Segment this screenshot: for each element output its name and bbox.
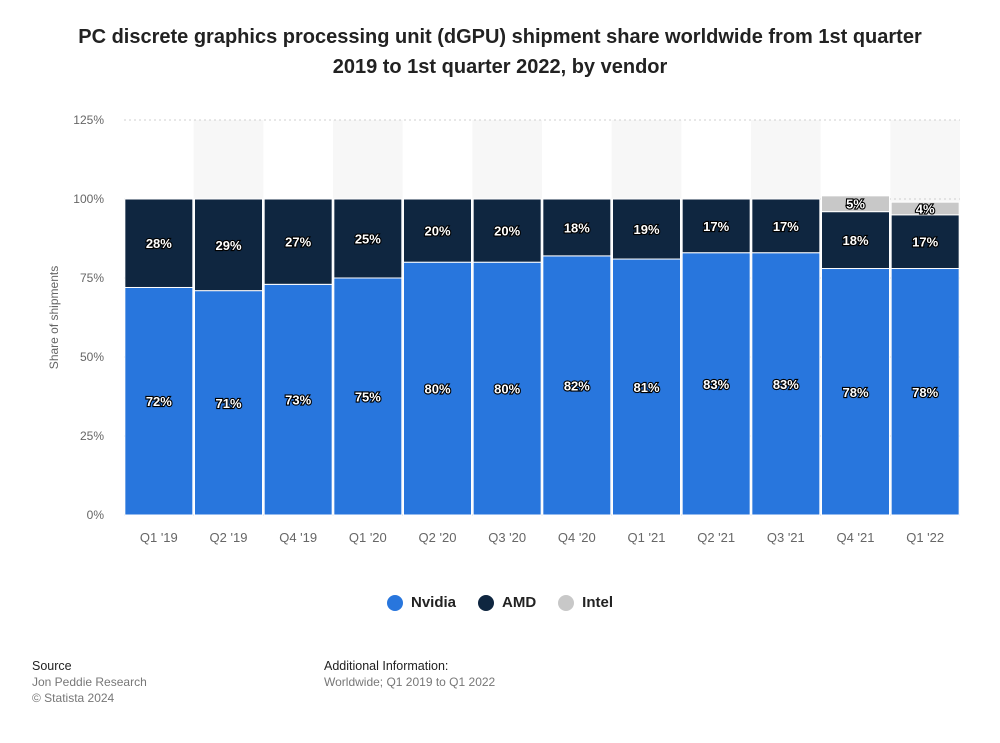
legend-swatch-amd [478,594,494,611]
data-label-nvidia: 83% [703,377,729,392]
legend-item-amd[interactable]: AMD [478,594,536,611]
y-axis-label: Share of shipments [47,266,61,369]
legend-label-amd: AMD [502,594,537,611]
data-label-amd: 20% [494,224,520,239]
legend-label-intel: Intel [582,594,614,611]
y-tick-label: 25% [80,429,104,443]
data-label-amd: 20% [424,224,450,239]
bar-amd[interactable] [890,214,960,270]
y-tick-label: 100% [73,192,104,206]
bar-nvidia[interactable] [263,283,333,516]
x-tick-label: Q2 '21 [697,530,735,545]
x-tick-label: Q4 '21 [837,530,875,545]
y-tick-label: 50% [80,350,104,364]
source-heading: Source [32,659,72,673]
bar-amd[interactable] [821,211,890,270]
data-label-nvidia: 75% [355,390,381,405]
x-tick-label: Q3 '21 [767,530,805,545]
bar-amd[interactable] [333,198,403,279]
x-tick-label: Q4 '20 [558,530,596,545]
bar-nvidia[interactable] [612,258,681,516]
x-tick-label: Q1 '22 [906,530,944,545]
x-tick-label: Q2 '20 [419,530,457,545]
data-label-nvidia: 82% [564,378,590,393]
x-tick-label: Q1 '21 [628,530,666,545]
bar-nvidia[interactable] [333,277,403,516]
data-label-intel: 4% [916,201,935,216]
data-label-nvidia: 78% [842,385,868,400]
x-tick-label: Q4 '19 [279,530,317,545]
bar-amd[interactable] [612,198,681,260]
data-label-amd: 28% [146,236,172,251]
bar-amd[interactable] [542,198,612,257]
data-label-amd: 17% [773,219,799,234]
additional-info-text: Worldwide; Q1 2019 to Q1 2022 [324,675,496,689]
bar-chart: 0% 25% 50% 75% 100% 125% Share of shipments 72%… [47,113,960,545]
data-label-nvidia: 83% [773,377,799,392]
y-tick-label: 125% [73,113,104,127]
chart-legend: Nvidia AMD Intel [0,594,1000,611]
data-label-amd: 17% [912,235,938,250]
bar-nvidia[interactable] [751,252,821,516]
bar-amd[interactable] [124,198,194,288]
legend-item-intel[interactable]: Intel [558,594,613,611]
y-tick-label: 0% [87,508,105,522]
bar-amd[interactable] [263,198,333,285]
data-label-amd: 25% [355,232,381,247]
data-label-nvidia: 72% [146,394,172,409]
bar-intel[interactable] [821,195,890,213]
x-tick-label: Q1 '19 [140,530,178,545]
data-label-amd: 17% [703,219,729,234]
legend-swatch-intel [558,594,575,611]
data-label-nvidia: 81% [633,380,659,395]
data-label-nvidia: 80% [494,382,520,397]
bar-nvidia[interactable] [403,261,472,516]
legend-item-nvidia[interactable]: Nvidia [386,594,456,611]
bar-nvidia[interactable] [821,268,890,516]
x-tick-label: Q2 '19 [210,530,248,545]
bar-intel[interactable] [890,201,960,216]
data-label-nvidia: 80% [424,382,450,397]
data-label-intel: 5% [846,197,865,212]
bar-nvidia[interactable] [681,252,751,516]
bar-nvidia[interactable] [124,286,194,516]
data-label-amd: 18% [842,233,868,248]
x-tick-label: Q1 '20 [349,530,387,545]
additional-info-heading: Additional Information: [324,659,449,673]
y-tick-label: 75% [80,271,104,285]
additional-info-block: Additional Information: Worldwide; Q1 20… [324,658,495,690]
copyright-text: © Statista 2024 [32,691,115,705]
bar-amd[interactable] [472,198,542,263]
data-label-amd: 27% [285,235,311,250]
legend-swatch-nvidia [386,594,403,611]
legend-label-nvidia: Nvidia [410,594,456,611]
bar-amd[interactable] [194,198,263,292]
bar-nvidia[interactable] [542,255,612,516]
bar-amd[interactable] [403,198,472,263]
source-block: Source Jon Peddie Research © Statista 20… [32,658,147,706]
data-label-nvidia: 71% [215,396,241,411]
data-label-amd: 19% [633,222,659,237]
bar-amd[interactable] [751,198,821,254]
data-label-amd: 29% [215,238,241,253]
source-link[interactable]: Jon Peddie Research [32,675,147,689]
bar-amd[interactable] [681,198,751,254]
bar-nvidia[interactable] [890,268,960,516]
data-label-nvidia: 73% [285,393,311,408]
data-label-nvidia: 78% [912,385,938,400]
chart-title: PC discrete graphics processing unit (dG… [78,26,922,78]
x-tick-label: Q3 '20 [488,530,526,545]
data-label-amd: 18% [564,220,590,235]
